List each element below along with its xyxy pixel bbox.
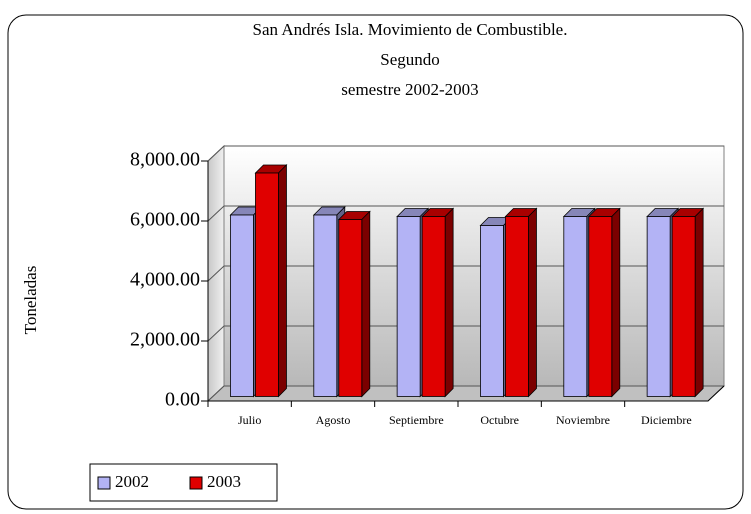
x-tick-label: Octubre (480, 413, 519, 427)
bar-front (230, 214, 254, 397)
grid-line (207, 265, 724, 282)
grid-line (207, 325, 724, 342)
bar-front (646, 216, 671, 397)
bar-front (421, 216, 446, 397)
bar-side (611, 207, 621, 398)
bar-front (505, 216, 529, 397)
chart-title: Segundo (380, 50, 440, 69)
bar-side (528, 207, 537, 398)
bar-front (313, 214, 338, 397)
legend-label: 2003 (207, 472, 241, 491)
grid-line (207, 205, 724, 222)
x-tick-label: Noviembre (556, 413, 610, 427)
x-tick-label: Septiembre (389, 413, 444, 427)
bar-side (694, 207, 704, 398)
bar-front (588, 216, 613, 397)
chart-title: semestre 2002-2003 (341, 80, 478, 99)
bar-front (255, 172, 279, 397)
grid-line (207, 385, 724, 402)
legend-label: 2002 (115, 472, 149, 491)
y-tick-label: 6,000.00 (130, 209, 200, 231)
legend-swatch (97, 476, 111, 490)
y-axis-label: Toneladas (21, 266, 40, 335)
bar (587, 207, 621, 398)
bar (504, 207, 538, 398)
bar-side (361, 210, 371, 398)
y-tick-label: 4,000.00 (130, 269, 200, 291)
bar-front (338, 219, 363, 397)
bar (254, 164, 288, 398)
bar-front (396, 216, 421, 397)
legend-swatch (189, 476, 203, 490)
y-tick-label: 8,000.00 (130, 149, 200, 171)
bar-front (563, 216, 588, 397)
bar (421, 207, 455, 398)
y-tick-label: 2,000.00 (130, 329, 200, 351)
x-tick-label: Julio (238, 413, 261, 427)
legend-box (89, 463, 278, 502)
x-tick-label: Diciembre (641, 413, 692, 427)
chart-title: San Andrés Isla. Movimiento de Combustib… (253, 20, 568, 39)
y-tick-label: 0.00 (165, 389, 200, 411)
bar-front (671, 216, 696, 397)
bar-side (278, 164, 287, 398)
bar-side (444, 207, 454, 398)
bar (337, 210, 371, 398)
bar-front (480, 225, 504, 397)
x-tick-label: Agosto (316, 413, 351, 427)
grid-line (207, 145, 724, 162)
bar (671, 207, 705, 398)
